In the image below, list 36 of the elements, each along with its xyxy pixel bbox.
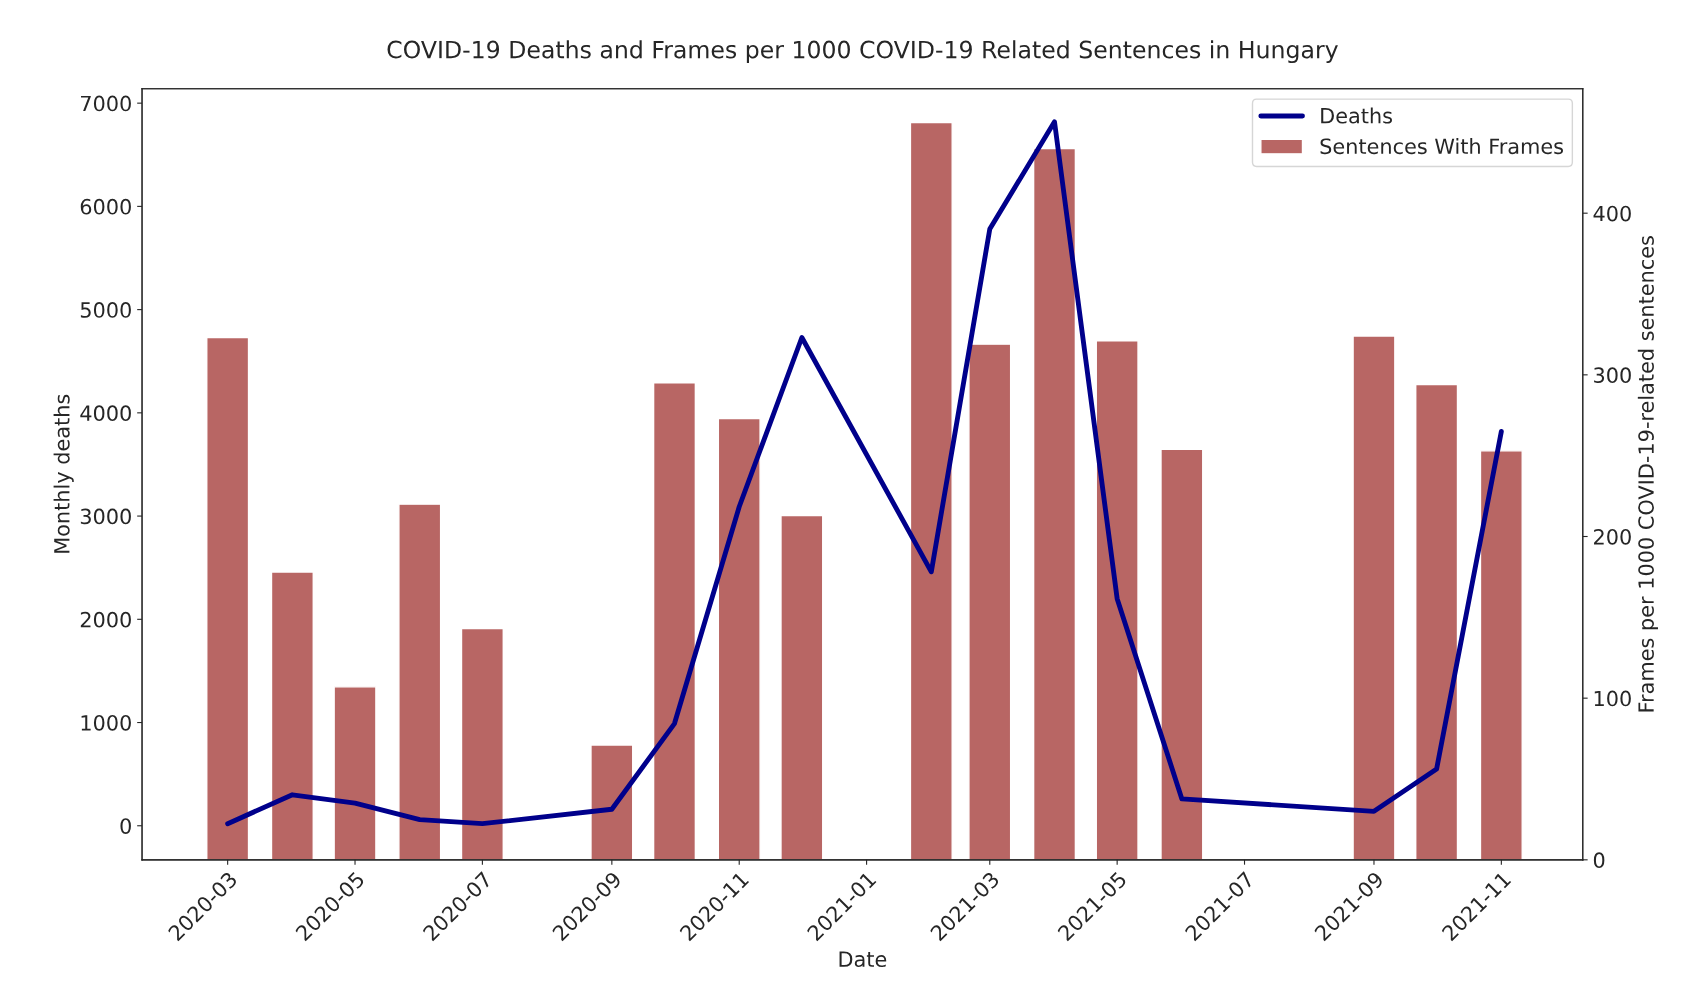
bar (652, 382, 697, 860)
bar (590, 744, 634, 860)
bar (398, 503, 442, 860)
y-tick-label: 4000 (80, 405, 131, 422)
bar (1415, 383, 1459, 860)
bar (780, 514, 824, 860)
y2-tick-label: 100 (1594, 690, 1631, 707)
chart-title: COVID-19 Deaths and Frames per 1000 COVID-19 Related Sentences in Hungary (387, 40, 1338, 64)
y2-axis-title: Frames per 1000 COVID-19-related sentences (1637, 236, 1658, 712)
x-axis-title: Date (839, 951, 887, 968)
bar (206, 336, 250, 860)
bar (270, 571, 314, 860)
y2-tick-label: 400 (1593, 205, 1631, 222)
y-tick-label: 3000 (80, 508, 131, 525)
bar (1095, 340, 1139, 860)
y-axis-title: Monthly deaths (53, 394, 74, 553)
bar (1032, 147, 1077, 860)
y-tick-label: 7000 (81, 95, 131, 112)
y-tick-label: 5000 (80, 302, 131, 318)
y2-tick-label: 0 (1593, 852, 1605, 869)
bar (1352, 335, 1396, 860)
bar (717, 417, 761, 860)
y2-tick-label: 300 (1594, 367, 1631, 384)
y-tick-label: 1000 (81, 714, 131, 731)
y-tick-label: 2000 (80, 611, 131, 628)
bar (333, 686, 377, 860)
y-tick-label: 6000 (80, 198, 131, 215)
bar (968, 343, 1012, 860)
y2-tick-label: 200 (1594, 528, 1631, 545)
y-tick-label: 0 (120, 818, 131, 834)
bar (1160, 448, 1204, 860)
bar (460, 627, 504, 860)
bar (1479, 450, 1523, 860)
legend-label: Deaths (1321, 107, 1392, 124)
bar (909, 121, 953, 860)
legend-label: Sentences With Frames (1320, 138, 1564, 155)
